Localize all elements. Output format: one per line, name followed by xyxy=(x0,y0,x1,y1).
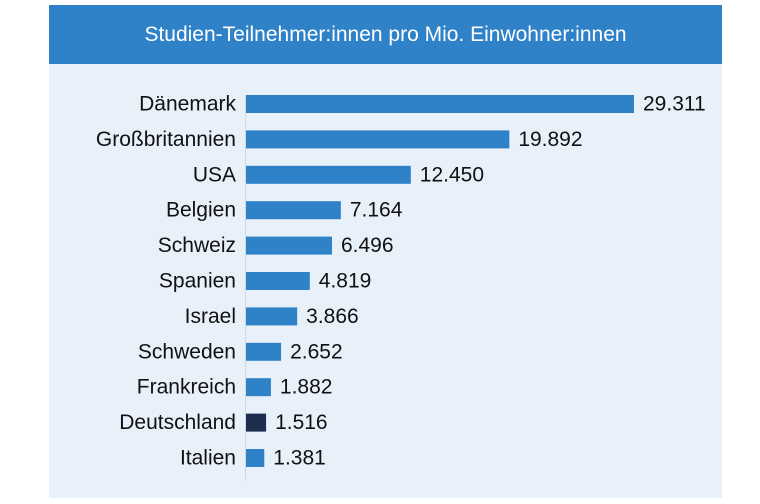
category-label: Schweiz xyxy=(158,234,236,257)
bar xyxy=(246,272,310,290)
bar xyxy=(246,165,411,184)
value-label: 4.819 xyxy=(319,270,372,293)
category-label: Spanien xyxy=(159,270,236,293)
value-label: 6.496 xyxy=(341,234,394,257)
value-label: 1.882 xyxy=(280,376,333,399)
bar xyxy=(246,413,267,432)
bar xyxy=(246,342,282,361)
bar xyxy=(246,236,332,255)
bar xyxy=(246,201,341,220)
value-label: 1.516 xyxy=(275,411,328,434)
value-label: 29.311 xyxy=(643,93,706,116)
bar xyxy=(246,95,634,113)
category-label: Deutschland xyxy=(119,411,236,434)
bar xyxy=(246,378,271,397)
value-label: 2.652 xyxy=(290,340,343,363)
chart-title: Studien-Teilnehmer:innen pro Mio. Einwoh… xyxy=(49,5,722,64)
bar xyxy=(246,449,265,467)
bar xyxy=(246,307,298,326)
category-label: Großbritannien xyxy=(96,128,236,151)
bar xyxy=(246,130,510,149)
value-label: 12.450 xyxy=(420,163,484,186)
value-label: 7.164 xyxy=(350,199,403,222)
category-label: Belgien xyxy=(166,199,236,222)
category-label: Schweden xyxy=(138,340,236,363)
category-label: Italien xyxy=(180,447,236,470)
category-label: USA xyxy=(193,163,236,186)
category-label: Frankreich xyxy=(137,376,236,399)
value-label: 3.866 xyxy=(306,305,359,328)
value-label: 19.892 xyxy=(518,128,582,151)
value-label: 1.381 xyxy=(273,447,326,470)
chart-card: Studien-Teilnehmer:innen pro Mio. Einwoh… xyxy=(49,5,722,498)
category-label: Israel xyxy=(185,305,236,328)
category-label: Dänemark xyxy=(139,93,236,116)
